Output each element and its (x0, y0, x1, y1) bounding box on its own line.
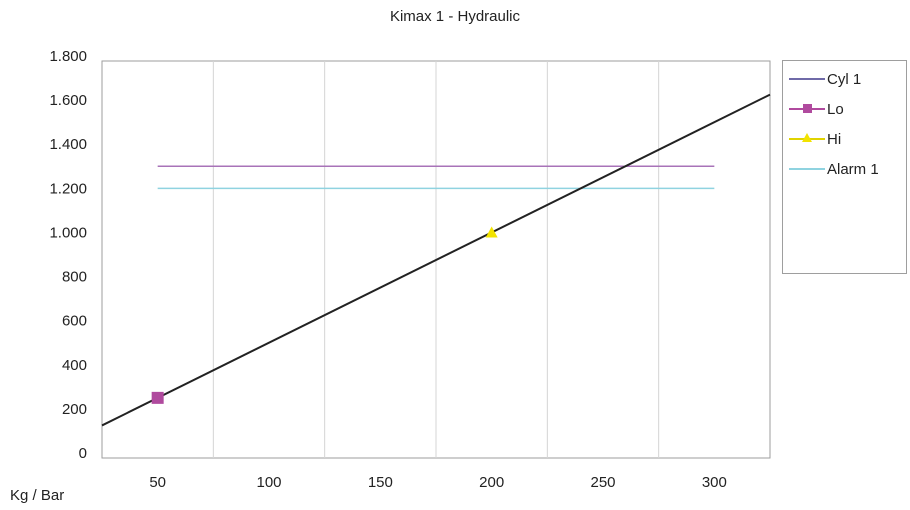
legend-item-hi: Hi (789, 129, 841, 149)
x-axis-unit-label: Kg / Bar (10, 487, 65, 504)
y-tick-label-400: 400 (62, 357, 87, 374)
legend-item-alarm-1: Alarm 1 (789, 159, 879, 179)
y-tick-label-600: 600 (62, 313, 87, 330)
x-tick-labels: 50 100 150 200 250 300 (149, 474, 727, 491)
y-tick-label-800: 800 (62, 269, 87, 286)
y-tick-label-1800: 1.800 (49, 48, 87, 65)
legend-label-lo: Lo (827, 100, 844, 118)
data-point-hi (485, 226, 498, 238)
y-tick-label-1600: 1.600 (49, 92, 87, 109)
legend-swatch-cyl-1 (789, 69, 825, 89)
legend-swatch-lo (789, 99, 825, 119)
y-tick-label-200: 200 (62, 401, 87, 418)
legend-swatch-hi (789, 129, 825, 149)
y-tick-labels: 0 200 400 600 800 1.000 1.200 1.400 1.600 1.800 (49, 48, 87, 462)
series-line-cyl-1 (101, 93, 771, 427)
legend-item-cyl-1: Cyl 1 (789, 69, 861, 89)
legend-swatch-alarm-1 (789, 159, 825, 179)
y-tick-label-1400: 1.400 (49, 136, 87, 153)
y-tick-label-1200: 1.200 (49, 180, 87, 197)
legend: Cyl 1 Lo Hi Alarm 1 (782, 60, 907, 274)
legend-label-cyl-1: Cyl 1 (827, 70, 862, 88)
legend-item-lo: Lo (789, 99, 844, 119)
legend-label-hi: Hi (827, 130, 842, 148)
x-tick-label-100: 100 (256, 474, 281, 491)
x-tick-label-150: 150 (368, 474, 393, 491)
chart-title: Kimax 1 - Hydraulic (389, 8, 521, 25)
x-tick-label-50: 50 (149, 474, 166, 491)
x-tick-label-200: 200 (479, 474, 504, 491)
y-tick-label-0: 0 (79, 445, 87, 462)
data-point-lo (151, 391, 164, 404)
series-group (101, 93, 771, 427)
x-tick-label-300: 300 (702, 474, 727, 491)
legend-label-alarm-1: Alarm 1 (827, 160, 879, 178)
x-tick-label-250: 250 (590, 474, 615, 491)
y-tick-label-1000: 1.000 (49, 224, 87, 241)
